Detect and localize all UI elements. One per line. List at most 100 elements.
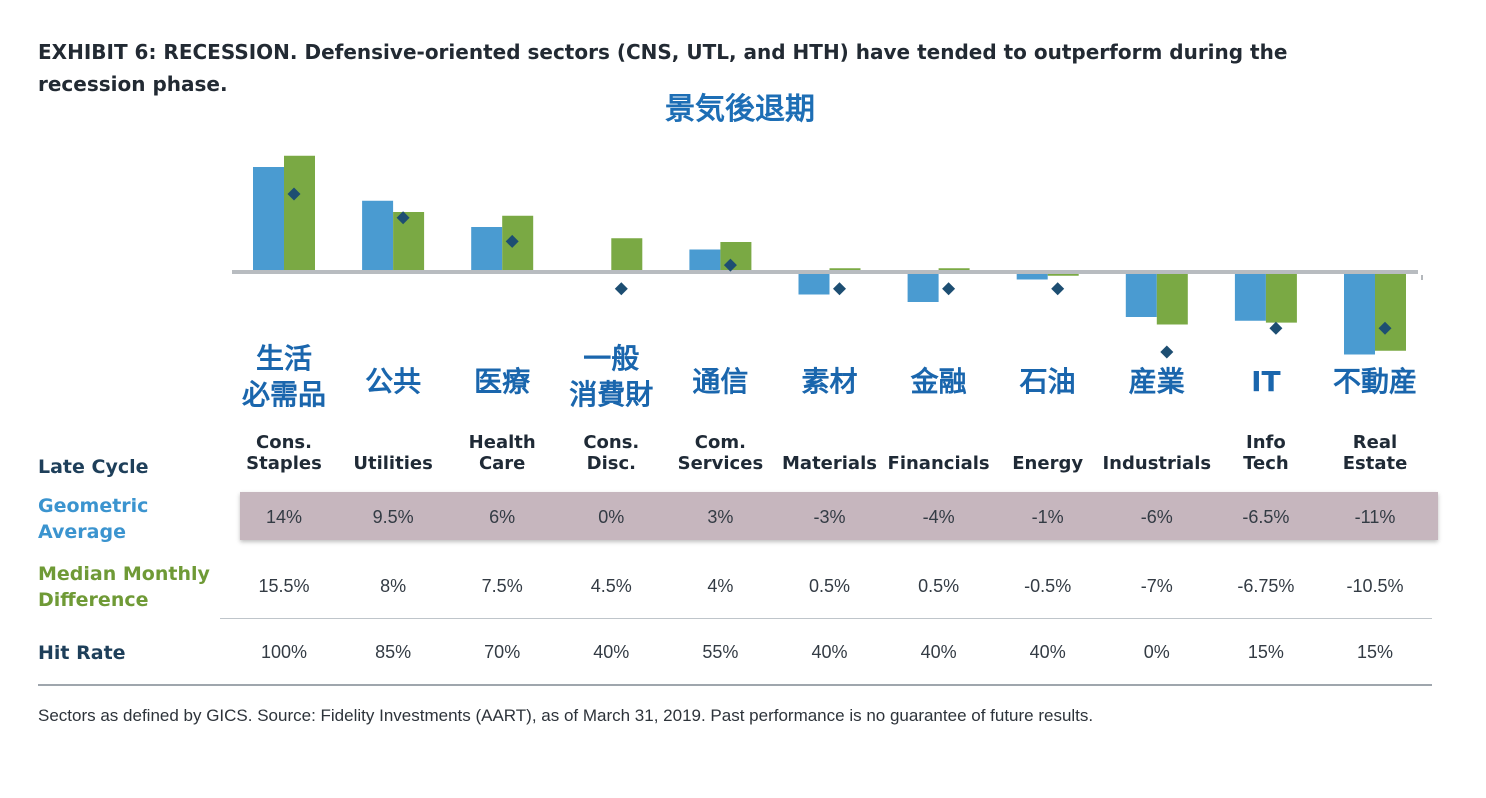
chart-title: EXHIBIT 6: RECESSION. Defensive-oriented… bbox=[38, 40, 1288, 96]
hit-rate-marker-1 bbox=[396, 211, 410, 225]
column-header-line: Utilities bbox=[353, 453, 433, 474]
row-label-hit-rate: Hit Rate bbox=[38, 642, 126, 664]
bar-median-monthly-difference-8 bbox=[1156, 272, 1188, 325]
bar-median-monthly-difference-10 bbox=[1375, 272, 1406, 351]
cell-median-4: 4% bbox=[707, 576, 734, 596]
japanese-sector-label-line: 素材 bbox=[801, 365, 858, 398]
cell-geo-7: -1% bbox=[1031, 507, 1064, 527]
cell-geo-10: -11% bbox=[1354, 507, 1396, 527]
cell-hit-10: 15% bbox=[1356, 642, 1394, 662]
column-header-line: Health bbox=[468, 432, 536, 453]
column-header-line: Com. bbox=[694, 432, 746, 453]
row-label-late-cycle: Late Cycle bbox=[38, 456, 149, 478]
column-header-7: Energy bbox=[993, 432, 1103, 474]
japanese-sector-label-0: 生活 必需品 bbox=[229, 341, 339, 413]
cell-geo-9: -6.5% bbox=[1242, 507, 1290, 527]
cell-hit-9: 15% bbox=[1247, 642, 1284, 662]
hit-rate-marker-2 bbox=[505, 234, 519, 248]
japanese-sector-label-line: 一般 bbox=[583, 342, 640, 375]
column-header-line: Cons. bbox=[583, 432, 640, 453]
column-header-line: Cons. bbox=[256, 432, 312, 453]
japanese-sector-label-line: 必需品 bbox=[241, 378, 326, 411]
row-label-median-line2: Difference bbox=[38, 589, 149, 611]
japanese-sector-label-line: 通信 bbox=[692, 365, 749, 398]
cell-median-7: -0.5% bbox=[1024, 576, 1072, 596]
japanese-sector-label-line: 産業 bbox=[1128, 365, 1185, 398]
column-header-1: Utilities bbox=[338, 432, 448, 474]
cell-median-0: 15.5% bbox=[258, 576, 310, 596]
column-header-10: Real Estate bbox=[1320, 432, 1430, 474]
cell-hit-0: 100% bbox=[260, 642, 308, 662]
column-header-line: Industrials bbox=[1102, 453, 1212, 474]
cell-median-1: 8% bbox=[380, 576, 407, 596]
japanese-sector-label-5: 素材 bbox=[775, 364, 885, 400]
cell-geo-5: -3% bbox=[813, 507, 846, 527]
bar-geometric-average-9 bbox=[1234, 272, 1266, 321]
column-header-9: Info Tech bbox=[1211, 432, 1321, 474]
cell-geo-1: 9.5% bbox=[372, 507, 414, 527]
column-header-8: Industrials bbox=[1102, 432, 1212, 474]
hit-rate-marker-9 bbox=[1269, 321, 1283, 335]
table-bottom-rule bbox=[38, 684, 1432, 686]
bar-geometric-average-10 bbox=[1344, 272, 1375, 355]
bar-median-monthly-difference-1 bbox=[393, 212, 425, 272]
column-header-4: Com. Services bbox=[665, 432, 775, 474]
column-header-line: Financials bbox=[887, 453, 990, 474]
cell-hit-2: 70% bbox=[484, 642, 521, 662]
bar-median-monthly-difference-3 bbox=[611, 238, 643, 272]
japanese-sector-label-line: 消費財 bbox=[569, 378, 654, 411]
row-label-geometric-line2: Average bbox=[38, 521, 126, 543]
sector-bar-chart bbox=[232, 155, 1423, 359]
cell-hit-7: 40% bbox=[1029, 642, 1066, 662]
bar-geometric-average-1 bbox=[362, 200, 394, 272]
japanese-sector-label-line: 公共 bbox=[365, 365, 422, 398]
hit-rate-marker-4 bbox=[723, 258, 737, 272]
column-header-3: Cons. Disc. bbox=[556, 432, 666, 474]
japanese-sector-label-3: 一般 消費財 bbox=[556, 341, 666, 413]
row-label-median-line1: Median Monthly bbox=[38, 563, 210, 585]
bar-median-monthly-difference-2 bbox=[502, 215, 534, 272]
column-header-line: Services bbox=[677, 453, 764, 474]
column-header-line: Materials bbox=[782, 453, 877, 474]
bar-geometric-average-8 bbox=[1125, 272, 1157, 317]
bar-geometric-average-6 bbox=[907, 272, 939, 302]
cell-geo-3: 0% bbox=[598, 507, 625, 527]
japanese-sector-label-line: 生活 bbox=[255, 342, 312, 375]
column-header-line: Care bbox=[478, 453, 526, 474]
column-header-line: Staples bbox=[246, 453, 322, 474]
cell-hit-5: 40% bbox=[811, 642, 848, 662]
bar-median-monthly-difference-4 bbox=[720, 242, 752, 272]
column-header-line: Real bbox=[1352, 432, 1398, 453]
japanese-sector-label-line: 石油 bbox=[1019, 365, 1076, 398]
cell-geo-0: 14% bbox=[265, 507, 303, 527]
hit-rate-marker-5 bbox=[833, 282, 846, 296]
cell-median-2: 7.5% bbox=[481, 576, 523, 596]
japanese-sector-label-2: 医療 bbox=[447, 364, 557, 400]
cell-median-6: 0.5% bbox=[918, 576, 960, 596]
hit-rate-marker-0 bbox=[287, 187, 301, 201]
japanese-sector-label-line: 金融 bbox=[910, 365, 967, 398]
japanese-sector-label-10: 不動産 bbox=[1320, 364, 1430, 400]
cell-hit-4: 55% bbox=[702, 642, 739, 662]
cell-hit-6: 40% bbox=[920, 642, 957, 662]
column-header-2: Health Care bbox=[447, 432, 557, 474]
hit-rate-marker-8 bbox=[1160, 345, 1174, 359]
japanese-sector-label-9: IT bbox=[1211, 364, 1321, 400]
bar-geometric-average-7 bbox=[1016, 272, 1048, 280]
cell-hit-3: 40% bbox=[593, 642, 630, 662]
bar-geometric-average-2 bbox=[471, 227, 503, 272]
cell-geo-4: 3% bbox=[707, 507, 734, 527]
hit-rate-marker-7 bbox=[1051, 282, 1065, 296]
cell-hit-1: 85% bbox=[375, 642, 412, 662]
bar-median-monthly-difference-0 bbox=[284, 155, 315, 272]
column-header-line: Info bbox=[1246, 432, 1286, 453]
cell-hit-8: 0% bbox=[1143, 642, 1170, 662]
row-label-median-monthly-difference: Median Monthly Difference bbox=[38, 561, 210, 613]
japanese-sector-label-4: 通信 bbox=[665, 364, 775, 400]
cell-geo-2: 6% bbox=[489, 507, 516, 527]
japanese-sector-label-line: 不動産 bbox=[1332, 365, 1417, 398]
column-header-0: Cons. Staples bbox=[229, 432, 339, 474]
bar-geometric-average-4 bbox=[689, 249, 721, 272]
column-header-6: Financials bbox=[884, 432, 994, 474]
cell-median-3: 4.5% bbox=[590, 576, 632, 596]
